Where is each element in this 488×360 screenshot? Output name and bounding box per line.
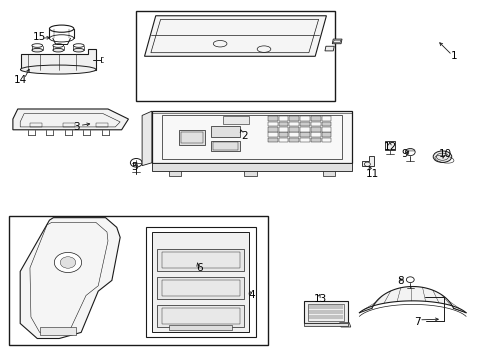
Bar [300, 122, 309, 126]
Circle shape [405, 148, 414, 156]
Bar [300, 116, 309, 121]
Polygon shape [222, 116, 249, 125]
Bar [96, 123, 108, 127]
Text: 6: 6 [196, 263, 203, 273]
Polygon shape [168, 171, 181, 176]
Polygon shape [152, 232, 249, 332]
Text: 11: 11 [365, 168, 378, 179]
Polygon shape [339, 323, 350, 327]
Ellipse shape [53, 44, 63, 47]
Circle shape [60, 257, 76, 268]
Polygon shape [331, 39, 341, 44]
Polygon shape [13, 109, 128, 130]
Bar [136, 12, 334, 101]
Text: 9: 9 [400, 149, 407, 159]
Polygon shape [244, 171, 256, 176]
Ellipse shape [73, 44, 84, 47]
Bar [168, 325, 232, 330]
Ellipse shape [49, 35, 74, 42]
Polygon shape [322, 171, 334, 176]
Ellipse shape [32, 44, 42, 47]
Bar [310, 122, 320, 126]
Polygon shape [157, 305, 244, 327]
Ellipse shape [32, 48, 42, 52]
Bar [321, 116, 330, 121]
Text: 7: 7 [413, 317, 420, 327]
Text: 10: 10 [438, 149, 451, 159]
Polygon shape [178, 130, 205, 145]
Bar [63, 123, 75, 127]
Bar [321, 127, 330, 132]
Bar [278, 122, 288, 126]
Bar [146, 226, 256, 337]
Polygon shape [157, 249, 244, 271]
Polygon shape [157, 277, 244, 299]
Bar [267, 127, 277, 132]
Polygon shape [211, 126, 239, 137]
Polygon shape [142, 111, 152, 166]
Bar [278, 138, 288, 142]
Bar [278, 132, 288, 137]
Polygon shape [384, 140, 394, 149]
Polygon shape [304, 323, 347, 325]
Bar [310, 132, 320, 137]
Bar [321, 132, 330, 137]
Text: 14: 14 [14, 75, 27, 85]
Polygon shape [20, 218, 120, 338]
Bar [9, 216, 267, 345]
Bar [267, 132, 277, 137]
Ellipse shape [53, 48, 63, 52]
Polygon shape [325, 46, 333, 51]
Bar [300, 132, 309, 137]
Bar [310, 138, 320, 142]
Circle shape [54, 252, 81, 273]
Text: 1: 1 [450, 51, 457, 61]
Polygon shape [304, 301, 347, 323]
Text: 13: 13 [313, 294, 326, 304]
Circle shape [406, 277, 413, 283]
Text: 4: 4 [248, 291, 255, 301]
Polygon shape [21, 49, 96, 69]
Polygon shape [361, 156, 373, 166]
Polygon shape [152, 163, 351, 171]
Circle shape [130, 158, 142, 167]
Bar [40, 327, 76, 335]
Bar [310, 116, 320, 121]
Text: 5: 5 [131, 162, 138, 172]
Ellipse shape [73, 48, 84, 52]
Bar [289, 138, 299, 142]
Ellipse shape [49, 25, 74, 32]
Text: 15: 15 [33, 32, 46, 41]
Bar [278, 127, 288, 132]
Bar [289, 127, 299, 132]
Polygon shape [359, 287, 465, 313]
Bar [289, 122, 299, 126]
Bar [267, 122, 277, 126]
Bar [267, 138, 277, 142]
Polygon shape [211, 140, 239, 151]
Bar [30, 123, 42, 127]
Bar [310, 127, 320, 132]
Ellipse shape [20, 65, 96, 74]
Bar [321, 138, 330, 142]
Bar [267, 116, 277, 121]
Bar [300, 138, 309, 142]
Polygon shape [144, 16, 326, 56]
Bar [289, 132, 299, 137]
Text: 12: 12 [384, 142, 397, 152]
Bar [321, 122, 330, 126]
Bar [278, 116, 288, 121]
Bar [300, 127, 309, 132]
Text: 2: 2 [241, 131, 247, 141]
Text: 3: 3 [73, 122, 80, 132]
Ellipse shape [432, 151, 451, 162]
Bar [289, 116, 299, 121]
Polygon shape [152, 111, 351, 163]
Text: 8: 8 [396, 276, 403, 286]
